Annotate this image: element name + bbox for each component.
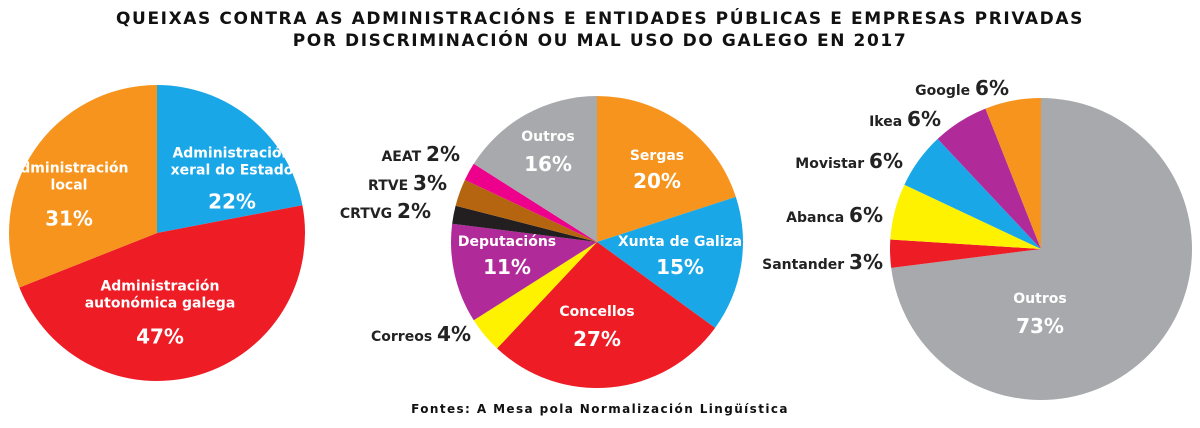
pie-2-slice-4-label: Correos 4% — [371, 322, 471, 346]
pie-2-slice-7 — [455, 179, 597, 242]
pie-2-slice-6 — [452, 205, 597, 242]
chart-title-line-2: POR DISCRIMINACIÓN OU MAL USO DO GALEGO … — [292, 31, 908, 51]
pie-3-slice-3 — [890, 184, 1041, 249]
pie-1-slice-3-percent: 31% — [45, 207, 93, 231]
pie-2-slice-7-name: RTVE — [368, 178, 413, 194]
pie-2-slice-8-name: AEAT — [381, 149, 426, 165]
pie-2-slice-4-percent: 4% — [437, 322, 471, 346]
pie-2-slice-6-label: CRTVG 2% — [340, 199, 431, 223]
pie-3-slice-3-label: Abanca 6% — [786, 203, 883, 227]
source-note: Fontes: A Mesa pola Normalización Lingüí… — [411, 402, 789, 416]
pie-2-slice-8 — [464, 163, 597, 242]
pie-3-slice-3-name: Abanca — [786, 210, 849, 226]
pie-2-slice-8-percent: 2% — [426, 142, 460, 166]
pie-2-slice-3 — [497, 242, 716, 389]
pie-2-slice-6-name: CRTVG — [340, 206, 397, 222]
pie-2-slice-1-label: Sergas — [630, 148, 684, 164]
pie-2-slice-2-label: Xunta de Galiza — [618, 234, 742, 250]
pie-3-slice-3-percent: 6% — [849, 203, 883, 227]
pie-3-slice-4-name: Movistar — [795, 156, 869, 172]
pie-1-slice-2 — [19, 205, 306, 382]
pie-3-slice-4-percent: 6% — [869, 149, 903, 173]
pie-1-slice-2-percent: 47% — [136, 325, 184, 349]
pie-2-slice-3-label: Concellos — [559, 304, 634, 320]
pie-2-slice-9 — [473, 96, 597, 242]
pie-3-slice-6-label: Google 6% — [915, 76, 1009, 100]
pie-1-slice-2-label: autonómica galega — [85, 296, 236, 312]
pie-1-slice-3-label: local — [51, 178, 88, 194]
pie-3-slice-2-label: Santander 3% — [762, 250, 883, 274]
pie-2-slice-9-label: Outros — [521, 129, 574, 145]
pie-2-slice-9-percent: 16% — [524, 152, 572, 176]
pie-2-slice-8-label: AEAT 2% — [381, 142, 460, 166]
pie-1-slice-2-label: Administración — [100, 279, 219, 295]
pie-2-slice-1-percent: 20% — [633, 169, 681, 193]
pie-3-slice-6 — [985, 98, 1041, 249]
pie-1-slice-1 — [157, 85, 303, 233]
pie-2-slice-1 — [597, 96, 736, 242]
pie-chart-2: Sergas 20% Xunta de Galiza 15% Concellos 27% C… — [340, 96, 743, 389]
pie-3-slice-2-percent: 3% — [849, 250, 883, 274]
pie-2-slice-7-label: RTVE 3% — [368, 171, 447, 195]
pie-2-slice-2 — [597, 196, 743, 328]
pie-3-slice-1-label: Outros — [1013, 291, 1066, 307]
pie-3-slice-4-label: Movistar 6% — [795, 149, 903, 173]
pie-3-slice-5-name: Ikea — [869, 114, 907, 130]
pie-3-slice-6-name: Google — [915, 83, 975, 99]
pie-2-slice-4-name: Correos — [371, 329, 437, 345]
pie-3-slice-1 — [891, 98, 1192, 401]
chart-title: QUEIXAS CONTRA AS ADMINISTRACIÓNS E ENTI… — [0, 8, 1200, 52]
pie-1-slice-3 — [8, 85, 158, 288]
pie-3-slice-2-name: Santander — [762, 257, 849, 273]
pie-3-slice-2 — [890, 239, 1041, 268]
pie-3-slice-5-label: Ikea 6% — [869, 107, 941, 131]
pie-2-slice-2-percent: 15% — [656, 255, 704, 279]
pie-1-slice-3-label: Administración — [9, 161, 128, 177]
pie-3-slice-4 — [904, 138, 1041, 249]
pie-2-slice-7-percent: 3% — [413, 171, 447, 195]
pie-1-slice-1-label: xeral do Estado — [171, 163, 294, 179]
pie-2-slice-4 — [473, 242, 597, 349]
pie-2-slice-5-label: Deputacións — [458, 234, 556, 250]
pie-2-slice-5 — [450, 223, 597, 321]
pie-2-slice-3-percent: 27% — [573, 327, 621, 351]
pie-2-slice-6-percent: 2% — [397, 199, 431, 223]
pie-1-slice-1-label: Administración — [172, 146, 291, 162]
pie-2-slice-5-percent: 11% — [483, 255, 531, 279]
chart-title-line-1: QUEIXAS CONTRA AS ADMINISTRACIÓNS E ENTI… — [115, 9, 1084, 29]
pie-3-slice-1-percent: 73% — [1016, 314, 1064, 338]
pie-3-slice-6-percent: 6% — [975, 76, 1009, 100]
pie-1-slice-1-percent: 22% — [208, 190, 256, 214]
pie-3-slice-5 — [937, 108, 1041, 249]
pie-3-slice-5-percent: 6% — [907, 107, 941, 131]
